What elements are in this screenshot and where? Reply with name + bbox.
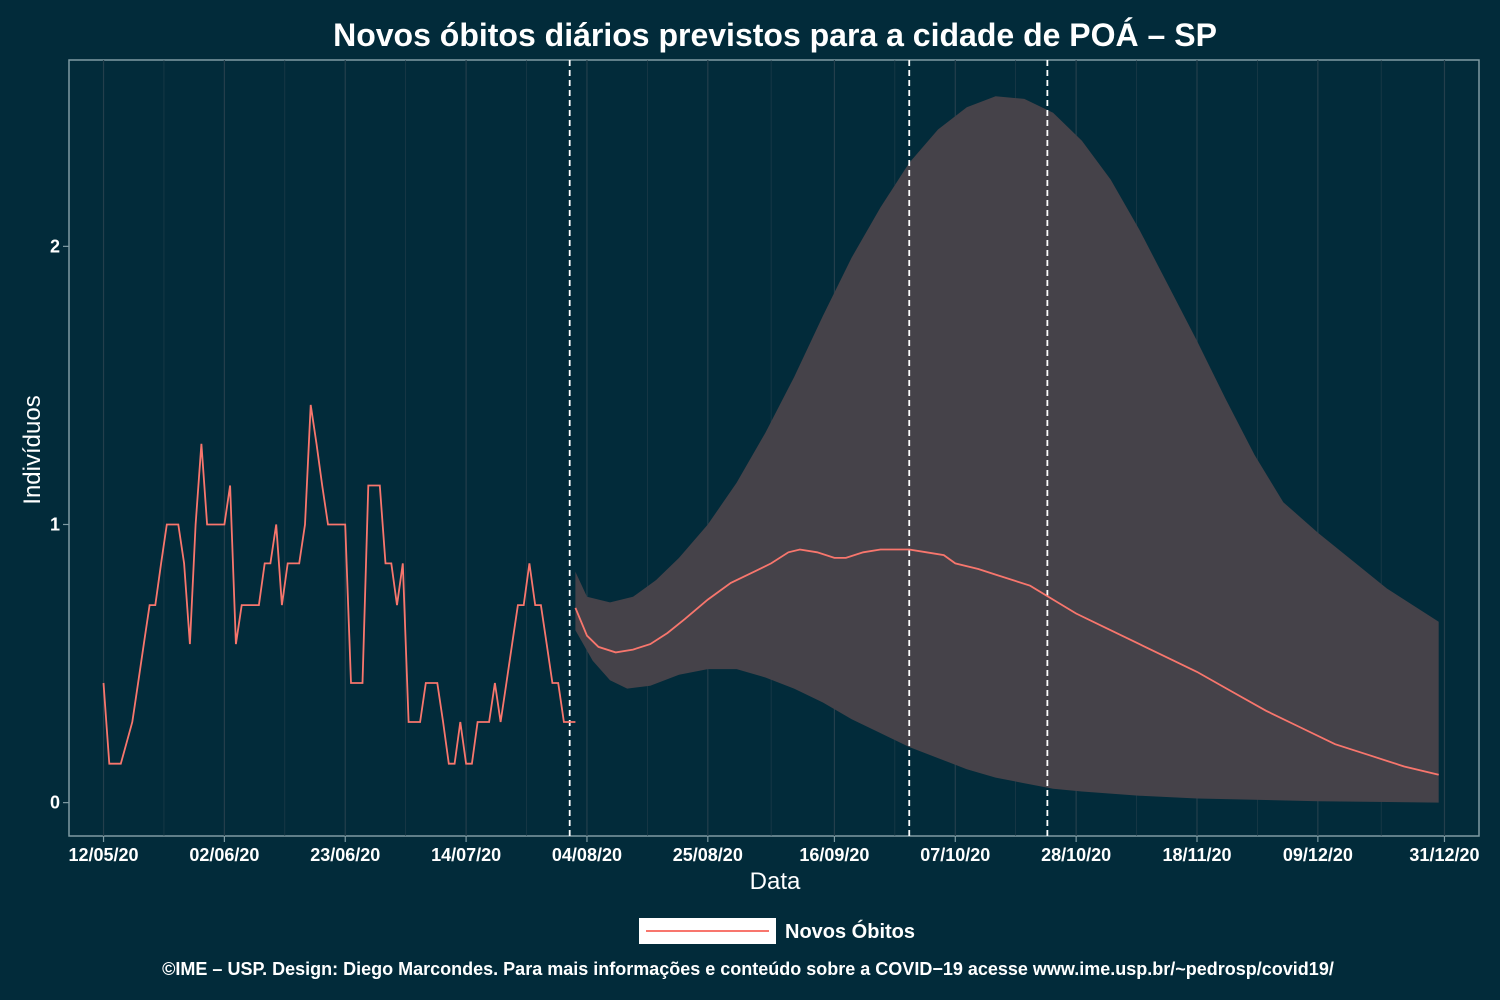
y-axis-ticks: 0 1 2	[50, 236, 69, 813]
x-tick-label: 02/06/20	[189, 845, 259, 865]
series-line-forecast	[574, 548, 1439, 776]
y-tick-label: 2	[50, 236, 60, 256]
x-tick-label: 28/10/20	[1041, 845, 1111, 865]
x-tick-label: 18/11/20	[1162, 845, 1231, 865]
x-tick-label: 07/10/20	[920, 845, 990, 865]
x-axis-title: Data	[750, 868, 801, 895]
y-tick-label: 0	[50, 793, 60, 813]
caption: ©IME – USP. Design: Diego Marcondes. Par…	[162, 959, 1334, 979]
x-tick-label: 04/08/20	[552, 845, 622, 865]
x-tick-label: 09/12/20	[1283, 845, 1353, 865]
x-tick-label: 23/06/20	[310, 845, 380, 865]
x-tick-label: 31/12/20	[1409, 845, 1479, 865]
x-tick-label: 14/07/20	[431, 845, 501, 865]
x-tick-label: 16/09/20	[799, 845, 869, 865]
panel-border	[68, 59, 1480, 837]
y-tick-label: 1	[50, 514, 60, 534]
forecast-ribbon	[575, 96, 1439, 803]
x-axis-ticks: 12/05/20 02/06/20 23/06/20 14/07/20 04/08/20…	[68, 836, 1480, 865]
x-tick-label: 12/05/20	[68, 845, 138, 865]
legend: Novos Óbitos	[639, 918, 915, 944]
legend-label: Novos Óbitos	[785, 919, 915, 943]
plot-area: 12/05/20 02/06/20 23/06/20 14/07/20 04/08/20…	[50, 59, 1480, 865]
y-axis-title: Indivíduos	[19, 395, 46, 504]
chart-title: Novos óbitos diários previstos para a ci…	[333, 17, 1217, 53]
x-tick-label: 25/08/20	[673, 845, 743, 865]
series-line-observed	[102, 404, 576, 765]
